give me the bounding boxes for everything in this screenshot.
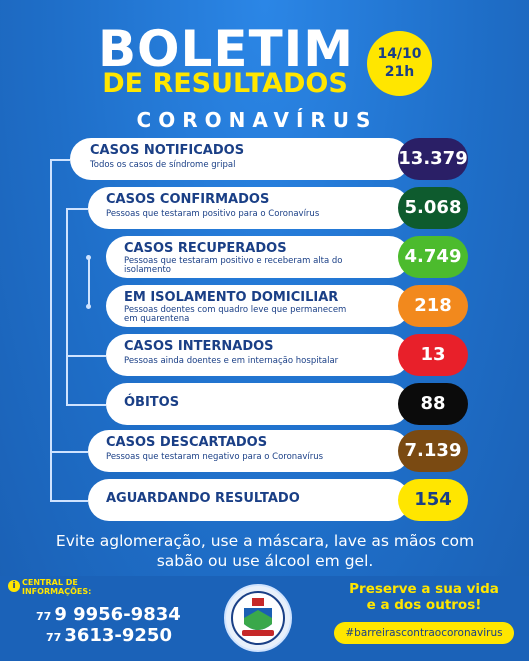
hashtag-badge[interactable]: #barreirascontraocoronavirus <box>334 622 514 644</box>
tree-line-main <box>50 160 52 500</box>
seal-graphic <box>231 591 285 645</box>
row-desc-2: em quarentena <box>124 314 190 324</box>
phone-2-number: 3613-9250 <box>64 625 172 646</box>
value-badge: 7.139 <box>398 430 468 472</box>
branch <box>50 500 88 502</box>
label-pill: ÓBITOS <box>106 383 410 425</box>
row-label: AGUARDANDO RESULTADO <box>106 491 300 506</box>
row-isolamento: EM ISOLAMENTO DOMICILIAR Pessoas doentes… <box>86 285 468 327</box>
value-badge: 154 <box>398 479 468 521</box>
value-badge: 4.749 <box>398 236 468 278</box>
branch <box>66 208 88 210</box>
label-pill: CASOS NOTIFICADOS Todos os casos de sínd… <box>70 138 410 180</box>
advice-text: Evite aglomeração, use a máscara, lave a… <box>20 531 510 571</box>
title-boletim: BOLETIM <box>97 20 355 78</box>
label-pill: CASOS RECUPERADOS Pessoas que testaram p… <box>106 236 410 278</box>
central-label-line-2: INFORMAÇÕES: <box>22 587 92 596</box>
date-badge: 14/10 21h <box>367 31 432 96</box>
branch <box>50 451 88 453</box>
branch <box>66 404 106 406</box>
row-desc: Pessoas que testaram negativo para o Cor… <box>106 452 324 462</box>
row-label: CASOS DESCARTADOS <box>106 435 268 450</box>
central-label-line-1: CENTRAL DE <box>22 578 78 587</box>
phone-1[interactable]: 77 9 9956-9834 <box>36 604 181 625</box>
bullet-dot <box>86 255 91 260</box>
row-aguardando: AGUARDANDO RESULTADO 154 <box>50 479 468 521</box>
phone-1-prefix: 77 <box>36 610 52 623</box>
label-pill: CASOS DESCARTADOS Pessoas que testaram n… <box>88 430 410 472</box>
row-desc: Pessoas ainda doentes e em internação ho… <box>124 356 339 366</box>
phone-2-prefix: 77 <box>46 631 62 644</box>
title-de-resultados: DE RESULTADOS <box>102 68 348 99</box>
value-badge: 88 <box>398 383 468 425</box>
central-info-label: CENTRAL DE INFORMAÇÕES: <box>22 578 91 596</box>
city-seal-icon <box>224 584 292 652</box>
value-badge: 218 <box>398 285 468 327</box>
row-desc: Pessoas que testaram positivo para o Cor… <box>106 209 320 219</box>
row-label: CASOS RECUPERADOS <box>124 241 287 256</box>
row-label: EM ISOLAMENTO DOMICILIAR <box>124 290 339 305</box>
row-notificados: CASOS NOTIFICADOS Todos os casos de sínd… <box>50 138 468 180</box>
time-text: 21h <box>384 64 415 80</box>
tree-line-sub <box>66 210 68 406</box>
tree-line-recup <box>88 258 90 308</box>
branch <box>66 355 106 357</box>
branch <box>50 159 70 161</box>
phone-2[interactable]: 77 3613-9250 <box>46 625 172 646</box>
advice-line-2: sabão ou use álcool em gel. <box>156 552 374 570</box>
row-obitos: ÓBITOS 88 <box>66 383 468 425</box>
row-internados: CASOS INTERNADOS Pessoas ainda doentes e… <box>66 334 468 376</box>
info-icon: i <box>8 580 20 592</box>
row-desc: Pessoas doentes com quadro leve que perm… <box>124 305 347 315</box>
row-recuperados: CASOS RECUPERADOS Pessoas que testaram p… <box>86 236 468 278</box>
value-badge: 5.068 <box>398 187 468 229</box>
value-badge: 13.379 <box>398 138 468 180</box>
row-label: CASOS CONFIRMADOS <box>106 192 270 207</box>
date-text: 14/10 <box>377 46 422 62</box>
row-confirmados: CASOS CONFIRMADOS Pessoas que testaram p… <box>66 187 468 229</box>
row-desc-2: isolamento <box>124 265 171 275</box>
label-pill: AGUARDANDO RESULTADO <box>88 479 410 521</box>
row-label: CASOS INTERNADOS <box>124 339 274 354</box>
bullet-dot <box>86 304 91 309</box>
preserve-line-2: e a dos outros! <box>366 597 482 613</box>
row-label: ÓBITOS <box>124 395 180 410</box>
subtitle-coronavirus: CORONAVÍRUS <box>136 108 378 132</box>
label-pill: CASOS INTERNADOS Pessoas ainda doentes e… <box>106 334 410 376</box>
phone-1-number: 9 9956-9834 <box>54 604 181 625</box>
preserve-line-1: Preserve a sua vida <box>349 581 499 597</box>
preserve-text: Preserve a sua vida e a dos outros! <box>336 581 512 613</box>
advice-line-1: Evite aglomeração, use a máscara, lave a… <box>55 532 475 550</box>
row-desc: Pessoas que testaram positivo e recebera… <box>124 256 343 266</box>
label-pill: CASOS CONFIRMADOS Pessoas que testaram p… <box>88 187 410 229</box>
row-label: CASOS NOTIFICADOS <box>90 143 245 158</box>
row-descartados: CASOS DESCARTADOS Pessoas que testaram n… <box>50 430 468 472</box>
value-badge: 13 <box>398 334 468 376</box>
label-pill: EM ISOLAMENTO DOMICILIAR Pessoas doentes… <box>106 285 410 327</box>
row-desc: Todos os casos de síndrome gripal <box>90 160 236 170</box>
